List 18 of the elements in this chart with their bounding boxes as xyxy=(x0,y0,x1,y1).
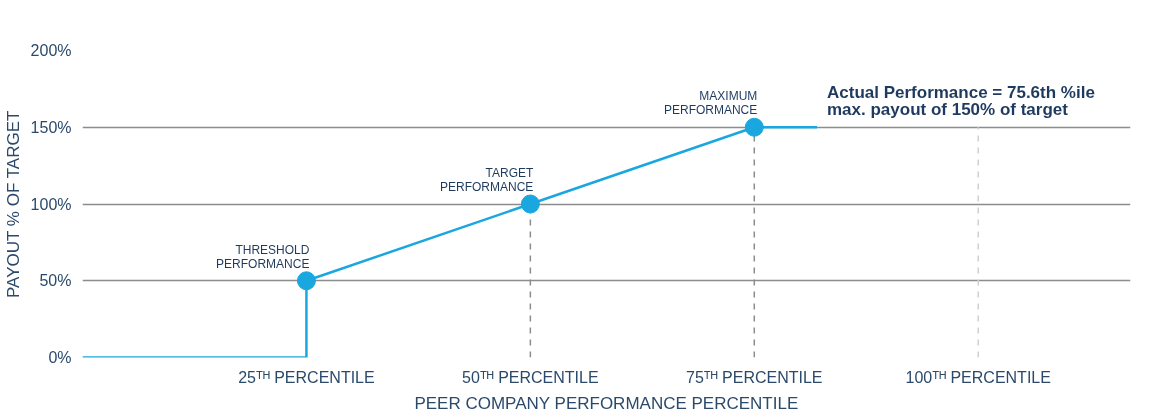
y-tick-label: 50% xyxy=(39,272,72,290)
y-tick-label: 0% xyxy=(48,349,72,366)
y-tick-label: 100% xyxy=(30,195,72,213)
x-tick-label: 75ᵀᴴ PERCENTILE xyxy=(686,368,823,386)
y-axis-title: PAYOUT % OF TARGET xyxy=(3,110,23,298)
point xyxy=(744,117,764,137)
y-tick-label: 150% xyxy=(30,118,72,136)
x-tick-label: 100ᵀᴴ PERCENTILE xyxy=(905,368,1051,386)
point xyxy=(520,194,540,214)
x-tick-label: 50ᵀᴴ PERCENTILE xyxy=(462,368,599,386)
x-tick-label: 25ᵀᴴ PERCENTILE xyxy=(238,368,375,386)
y-tick-label: 200% xyxy=(30,42,72,59)
x-axis-title: PEER COMPANY PERFORMANCE PERCENTILE xyxy=(414,393,799,413)
annotation: Actual Performance = 75.6th %ile max. payout of 150% of target xyxy=(827,83,1095,120)
annotation: MAXIMUM PERFORMANCE xyxy=(663,89,758,118)
annotation: THRESHOLD PERFORMANCE xyxy=(216,242,310,271)
annotation: TARGET PERFORMANCE xyxy=(440,166,535,194)
point xyxy=(296,271,316,291)
